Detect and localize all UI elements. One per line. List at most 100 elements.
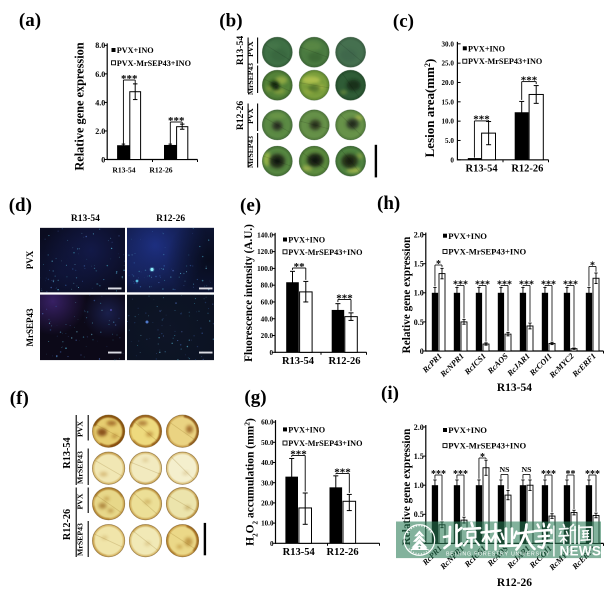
svg-text:0: 0 [270,540,274,548]
svg-text:PVX-MrSEP43+INO: PVX-MrSEP43+INO [288,248,362,257]
svg-text:R13-54: R13-54 [466,164,499,175]
svg-text:(a): (a) [19,10,41,31]
svg-text:MrSEP43: MrSEP43 [246,63,255,95]
svg-text:Relative gene expression: Relative gene expression [73,42,87,170]
svg-text:PVX+INO: PVX+INO [468,44,505,53]
svg-text:R13-54: R13-54 [62,437,73,468]
svg-text:R13-54: R13-54 [71,214,100,224]
svg-text:(f): (f) [10,388,29,409]
svg-text:2.0: 2.0 [414,423,424,432]
svg-text:100.0: 100.0 [257,265,273,273]
svg-text:***: *** [431,469,446,480]
svg-text:R13-54: R13-54 [235,36,246,66]
svg-text:*: * [480,452,485,463]
svg-text:1.0: 1.0 [414,289,424,298]
svg-text:2.0: 2.0 [414,230,424,239]
svg-text:PVX: PVX [76,421,85,437]
svg-text:0: 0 [450,156,454,164]
svg-text:20.0: 20.0 [261,499,274,507]
svg-text:R12-26: R12-26 [497,577,532,589]
svg-text:5.0: 5.0 [445,137,454,145]
svg-text:PVX: PVX [76,493,85,509]
svg-text:120.0: 120.0 [257,248,273,256]
svg-text:***: *** [475,279,490,290]
svg-text:40.0: 40.0 [261,459,274,467]
svg-text:R12-26: R12-26 [235,101,246,131]
svg-text:25.0: 25.0 [441,60,454,68]
svg-text:0.5: 0.5 [414,318,424,327]
svg-text:***: *** [334,466,351,478]
svg-text:10.0: 10.0 [261,520,274,528]
svg-text:***: *** [168,115,185,127]
svg-text:1.5: 1.5 [414,260,424,269]
svg-text:30.0: 30.0 [441,40,454,48]
svg-text:(e): (e) [240,195,261,216]
svg-text:10.0: 10.0 [441,118,454,126]
svg-text:PVX+INO: PVX+INO [117,46,154,55]
svg-text:0: 0 [101,155,105,164]
svg-text:8.0: 8.0 [95,41,105,50]
svg-text:15.0: 15.0 [441,98,454,106]
svg-text:(g): (g) [244,387,266,408]
svg-text:6.0: 6.0 [95,70,105,79]
svg-text:PVX-MrSEP43+INO: PVX-MrSEP43+INO [288,439,362,448]
svg-text:BEIJING FORESTRY UNIVERSITY: BEIJING FORESTRY UNIVERSITY [446,551,550,557]
svg-text:0.5: 0.5 [414,510,424,519]
svg-text:(b): (b) [219,11,242,32]
svg-text:PVX+INO: PVX+INO [288,425,325,434]
svg-text:MrSEP43: MrSEP43 [25,308,35,346]
svg-text:20.0: 20.0 [441,79,454,87]
svg-text:**: ** [565,469,575,480]
svg-text:R12-26: R12-26 [149,166,172,175]
svg-text:***: *** [121,73,138,85]
svg-text:Relative gene expression: Relative gene expression [401,428,413,545]
svg-text:***: *** [497,279,512,290]
svg-text:30.0: 30.0 [261,479,274,487]
svg-text:***: *** [453,279,468,290]
svg-text:NS: NS [521,465,531,474]
svg-text:1.5: 1.5 [414,452,424,461]
svg-text:Fluorescence intensity (A.U.): Fluorescence intensity (A.U.) [243,224,255,362]
svg-text:R12-26: R12-26 [62,509,73,540]
svg-text:40.0: 40.0 [261,315,274,323]
svg-text:***: *** [541,469,556,480]
svg-text:NEWS: NEWS [560,543,602,558]
svg-text:2.0: 2.0 [95,127,105,136]
svg-text:Lesion area(mm2): Lesion area(mm2) [422,59,437,158]
svg-text:50.0: 50.0 [261,439,274,447]
svg-text:PVX-MrSEP43+INO: PVX-MrSEP43+INO [448,441,526,451]
svg-text:140.0: 140.0 [257,231,273,239]
svg-text:NS: NS [499,465,509,474]
svg-text:60.0: 60.0 [261,419,274,427]
svg-text:R13-54: R13-54 [282,356,315,367]
svg-text:H2O2 accumulation (mm2): H2O2 accumulation (mm2) [242,418,260,546]
svg-text:4.0: 4.0 [95,98,105,107]
svg-text:60.0: 60.0 [261,299,274,307]
svg-text:20.0: 20.0 [261,332,274,340]
svg-text:PVX+INO: PVX+INO [448,425,487,435]
svg-text:PVX+INO: PVX+INO [288,235,325,244]
svg-text:80.0: 80.0 [261,282,274,290]
svg-text:PVX: PVX [246,41,255,57]
svg-text:(c): (c) [393,11,414,32]
svg-text:R12-26: R12-26 [327,547,359,558]
svg-text:***: *** [519,279,534,290]
svg-text:*: * [590,260,595,271]
svg-text:(i): (i) [381,383,399,404]
svg-text:***: *** [453,469,468,480]
svg-text:***: *** [563,279,578,290]
svg-text:***: *** [473,114,490,126]
svg-text:***: *** [541,279,556,290]
svg-text:MrSEP43: MrSEP43 [246,136,255,168]
svg-text:0: 0 [420,347,424,356]
svg-text:PVX: PVX [246,108,255,124]
svg-text:(d): (d) [9,195,32,216]
svg-text:***: *** [290,448,307,460]
svg-text:MrSEP43: MrSEP43 [76,523,85,556]
svg-text:MrSEP43: MrSEP43 [76,451,85,484]
svg-text:R12-26: R12-26 [328,356,360,367]
svg-text:R12-26: R12-26 [511,164,543,175]
svg-text:Relative gene expression: Relative gene expression [401,236,413,353]
svg-text:*: * [436,259,441,270]
svg-text:0: 0 [270,349,274,357]
